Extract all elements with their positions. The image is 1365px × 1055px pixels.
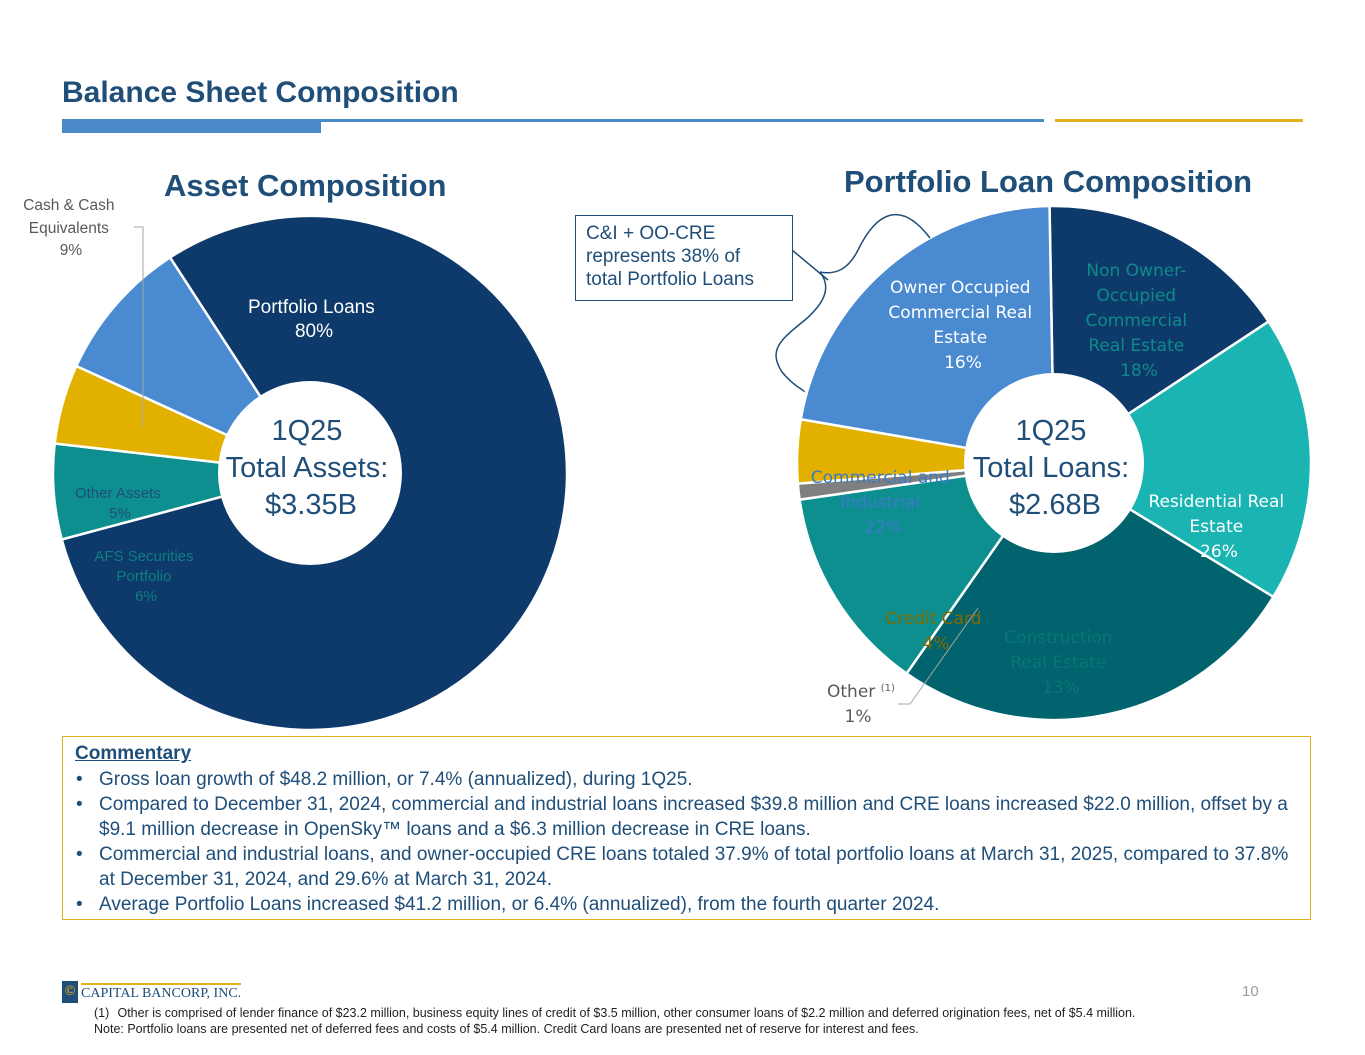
- commentary-item: • Average Portfolio Loans increased $41.2…: [76, 894, 940, 915]
- label-rre: Residential Real Estate 26%: [1148, 492, 1289, 562]
- callout-connector: [791, 249, 829, 281]
- title-rule-accent: [62, 119, 321, 133]
- callout-line-2: represents 38% of: [586, 246, 741, 267]
- commentary-box: Commentary • Gross loan growth of $48.2 m…: [62, 736, 1311, 920]
- callout-line-1: C&I + OO-CRE: [586, 223, 716, 244]
- logo-mark-icon: ©: [62, 981, 78, 1003]
- loan-slice-residential-real-estate: [904, 461, 1276, 722]
- logo-text: CAPITAL BANCORP, INC.: [81, 982, 242, 1002]
- asset-center-line-1: 1Q25: [271, 415, 342, 447]
- loan-slice-commercial-and-industrial: [799, 204, 1056, 465]
- footnote-note: Note: Portfolio loans are presented net …: [94, 1022, 919, 1036]
- label-other-assets: Other Assets 5%: [75, 485, 165, 522]
- other-leader-line: [898, 607, 979, 705]
- callout-brace: [775, 213, 931, 393]
- loan-pie-hole: [964, 373, 1144, 553]
- loan-chart-title: Portfolio Loan Composition: [844, 164, 1253, 199]
- callout-box: C&I + OO-CRE represents 38% of total Por…: [575, 215, 793, 301]
- asset-center-line-2: Total Assets:: [226, 452, 389, 484]
- asset-center-label: 1Q25 Total Assets: $3.35B: [226, 415, 397, 521]
- cash-leader-line: [134, 226, 144, 427]
- commentary-item: • Commercial and industrial loans, and ow…: [76, 844, 1289, 890]
- loan-center-line-2: Total Loans:: [973, 452, 1129, 484]
- label-other: Other (1): [827, 682, 895, 702]
- label-ci: Commercial and Industrial 22%: [811, 468, 955, 538]
- loan-slice-non-owner-occupied-commercial-real-estate: [1051, 319, 1313, 599]
- loan-center-line-1: 1Q25: [1015, 415, 1086, 447]
- callout-line-3: total Portfolio Loans: [586, 269, 754, 290]
- title-rule-gold: [1055, 119, 1303, 122]
- label-other-pct: 1%: [845, 707, 872, 727]
- label-cash: Cash & Cash Equivalents 9%: [23, 197, 119, 259]
- commentary-heading: Commentary: [75, 743, 192, 764]
- commentary-item: • Gross loan growth of $48.2 million, or …: [76, 769, 693, 790]
- label-credit-card: Credit Card 4%: [885, 609, 987, 654]
- loan-center-label: 1Q25 Total Loans: $2.68B: [973, 415, 1137, 521]
- asset-center-line-3: $3.35B: [265, 489, 357, 521]
- label-noocre: Non Owner- Occupied Commercial Real Esta…: [1085, 261, 1192, 381]
- asset-pie-hole: [218, 381, 402, 565]
- commentary-item: • Compared to December 31, 2024, commerci…: [76, 794, 1288, 840]
- title-rule: [62, 119, 1044, 122]
- page-number: 10: [1242, 983, 1259, 1000]
- footnote-1: (1) Other is comprised of lender finance…: [94, 1006, 1136, 1020]
- pie-charts: 1Q25 Total Assets: $3.35B Portfolio Loan…: [23, 197, 1313, 732]
- asset-chart-title: Asset Composition: [164, 168, 447, 203]
- loan-center-line-3: $2.68B: [1009, 489, 1101, 521]
- page-title: Balance Sheet Composition: [62, 76, 459, 109]
- company-logo: © CAPITAL BANCORP, INC.: [62, 981, 242, 1003]
- commentary-list: • Gross loan growth of $48.2 million, or …: [71, 767, 1302, 917]
- label-construction: Construction Real Estate 13%: [1004, 628, 1118, 698]
- footnotes: (1) Other is comprised of lender finance…: [94, 1005, 1135, 1037]
- label-portfolio-loans: Portfolio Loans 80%: [248, 297, 380, 342]
- label-oocre: Owner Occupied Commercial Real Estate 16…: [888, 278, 1037, 373]
- label-afs-securities: AFS Securities Portfolio 6%: [94, 548, 197, 605]
